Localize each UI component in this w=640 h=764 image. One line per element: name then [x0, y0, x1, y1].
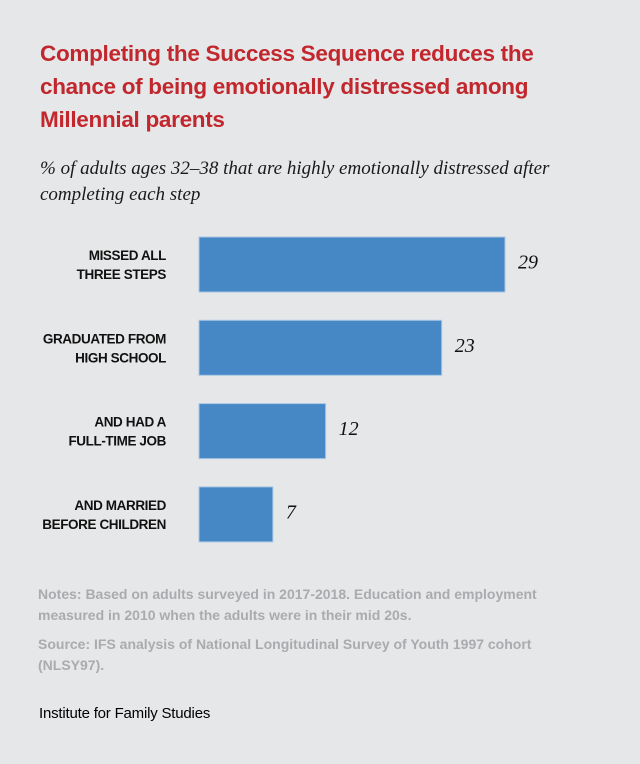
- bar: [198, 236, 506, 293]
- category-label: MISSED ALL: [89, 248, 166, 263]
- bar: [198, 486, 274, 543]
- value-label: 7: [286, 501, 297, 523]
- category-label: BEFORE CHILDREN: [42, 517, 166, 532]
- category-label: FULL-TIME JOB: [68, 434, 166, 449]
- value-label: 12: [339, 418, 359, 440]
- source-text: Source: IFS analysis of National Longitu…: [38, 636, 532, 673]
- bar: [198, 319, 443, 376]
- category-label: GRADUATED FROM: [43, 331, 166, 346]
- category-label: THREE STEPS: [77, 267, 167, 282]
- chart-subtitle: % of adults ages 32–38 that are highly e…: [40, 158, 550, 205]
- category-label: AND HAD A: [94, 415, 166, 430]
- bar: [198, 403, 327, 460]
- chart-title: Completing the Success Sequence reduces …: [40, 41, 534, 132]
- value-label: 29: [518, 252, 538, 274]
- notes-text: Notes: Based on adults surveyed in 2017-…: [38, 586, 537, 623]
- value-label: 23: [455, 335, 475, 357]
- category-label: AND MARRIED: [74, 498, 166, 513]
- category-label: HIGH SCHOOL: [75, 350, 166, 365]
- footnotes: Notes: Based on adults surveyed in 2017-…: [38, 584, 578, 684]
- bar-chart: MISSED ALL THREE STEPS 29 GRADUATED FROM HIG…: [42, 236, 538, 543]
- publisher-credit: Institute for Family Studies: [39, 705, 211, 722]
